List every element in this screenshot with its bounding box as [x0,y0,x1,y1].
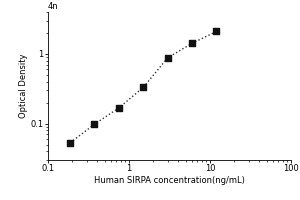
Point [165,56,170,59]
Point [92,123,97,126]
Point [68,141,73,144]
Point [214,30,219,33]
Point [116,106,121,109]
Text: 4n: 4n [48,2,58,11]
Point [190,42,194,45]
Y-axis label: Optical Density: Optical Density [19,54,28,118]
Point [141,86,146,89]
X-axis label: Human SIRPA concentration(ng/mL): Human SIRPA concentration(ng/mL) [94,176,245,185]
